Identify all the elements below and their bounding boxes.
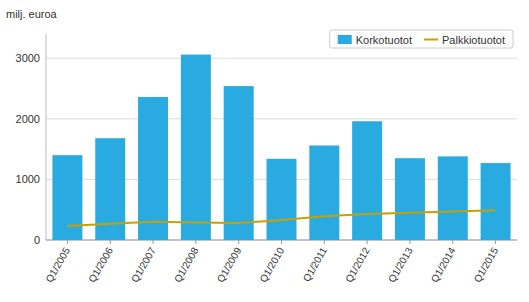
x-tick (110, 240, 111, 244)
x-tick (409, 240, 410, 244)
x-tick-label: Q1/2005 (43, 245, 72, 284)
y-axis-line (46, 34, 47, 240)
bar (309, 145, 339, 240)
x-tick (67, 240, 68, 244)
line (67, 210, 495, 226)
legend-box (330, 30, 513, 48)
y-tick-label: 2000 (16, 113, 40, 125)
x-tick (195, 240, 196, 244)
legend-swatch (424, 39, 438, 41)
bar (395, 158, 425, 240)
bar (438, 156, 468, 240)
y-tick-label: 0 (34, 234, 40, 246)
bar (52, 155, 82, 240)
x-tick (452, 240, 453, 244)
plot-area (52, 55, 510, 240)
chart: 0 1000 2000 3000 milj. euroa Q1/2005 Q1/2006 Q1… (0, 0, 529, 302)
x-tick-label: Q1/2009 (215, 245, 244, 284)
x-tick-label: Q1/2014 (429, 245, 458, 284)
x-tick (367, 240, 368, 244)
bar (181, 55, 211, 240)
x-tick-label: Q1/2015 (472, 245, 501, 284)
x-tick (153, 240, 154, 244)
x-tick (281, 240, 282, 244)
x-tick-label: Q1/2012 (343, 245, 372, 284)
y-tick-label: 3000 (16, 52, 40, 64)
x-tick (495, 240, 496, 244)
bar (352, 121, 382, 240)
y-axis-label: milj. euroa (6, 8, 58, 20)
legend-swatch (338, 35, 352, 44)
grid-line (46, 58, 517, 59)
legend-label: Korkotuotot (356, 34, 412, 46)
grid-line (46, 118, 517, 119)
y-grid (46, 58, 517, 240)
x-tick-label: Q1/2010 (258, 245, 287, 284)
bar (138, 97, 168, 240)
x-tick-label: Q1/2006 (86, 245, 115, 284)
legend: Korkotuotot Palkkiotuotot (330, 30, 513, 48)
x-tick-label: Q1/2013 (386, 245, 415, 284)
x-tick-label: Q1/2011 (301, 245, 330, 283)
x-tick (238, 240, 239, 244)
bar (481, 163, 511, 240)
x-tick (324, 240, 325, 244)
legend-label: Palkkiotuotot (442, 34, 505, 46)
x-tick-label: Q1/2008 (172, 245, 201, 284)
x-tick-label: Q1/2007 (129, 245, 158, 284)
bar (267, 159, 297, 240)
bar (224, 86, 254, 240)
y-tick-label: 1000 (16, 173, 40, 185)
